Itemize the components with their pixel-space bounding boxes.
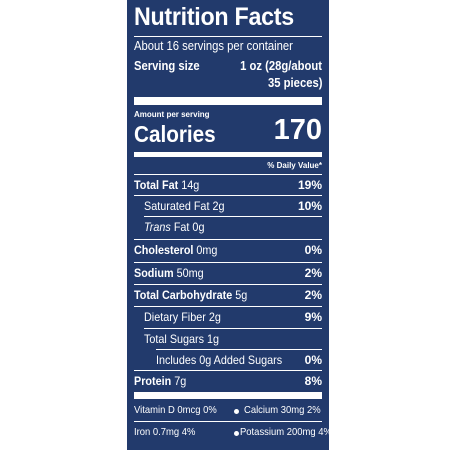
nutrient-name: Dietary Fiber [144,310,206,324]
thick-divider-top [134,97,322,105]
nutrient-row-cholesterol: Cholesterol 0mg 0% [134,241,322,259]
iron: Iron 0.7mg 4% [134,426,196,438]
nutrient-row-saturated-fat: Saturated Fat 2g 10% [134,197,322,215]
nutrient-row-total-carbohydrate: Total Carbohydrate 5g 2% [134,286,322,304]
nutrition-facts-title: Nutrition Facts [134,3,294,31]
row-divider [134,195,322,196]
servings-per-container: About 16 servings per container [134,39,293,53]
calcium: Calcium 30mg 2% [244,404,321,416]
daily-value-header: % Daily Value* [267,161,322,170]
serving-size-label: Serving size [134,59,200,73]
nutrient-dv: 0% [304,353,322,367]
nutrient-amount: 5g [235,288,248,302]
nutrient-amount: 0mg [196,243,218,257]
vitamin-d: Vitamin D 0mcg 0% [134,404,217,416]
row-divider [134,284,322,285]
nutrient-amount: 50mg [176,266,204,280]
nutrient-dv: 2% [304,288,322,302]
vitamin-divider [134,421,322,422]
thick-divider-bottom [134,392,322,399]
nutrient-name: Total Sugars [144,332,205,346]
row-divider [144,328,322,329]
nutrient-dv: 0% [304,243,322,257]
nutrient-amount: 1g [207,332,220,346]
nutrient-row-total-sugars: Total Sugars 1g [134,330,322,348]
row-divider [134,239,322,240]
nutrient-name: Trans [144,220,171,234]
nutrient-name: Total Carbohydrate [134,288,233,302]
calories-divider [134,152,322,157]
title-divider [134,36,322,37]
bullet-icon [234,431,239,436]
potassium: Potassium 200mg 4% [240,426,332,438]
nutrient-dv: 9% [304,310,322,324]
nutrient-amount: Fat 0g [173,220,205,234]
nutrient-row-sodium: Sodium 50mg 2% [134,264,322,282]
nutrient-row-dietary-fiber: Dietary Fiber 2g 9% [134,308,322,326]
nutrient-row-added-sugars: Includes 0g Added Sugars 0% [134,351,322,369]
nutrient-dv: 2% [304,266,322,280]
calories-value: 170 [273,114,322,146]
nutrient-name: Sodium [134,266,174,280]
calories-label: Calories [134,121,216,147]
nutrient-dv: 8% [304,374,322,388]
nutrient-name: Saturated Fat [144,199,210,213]
amount-per-serving: Amount per serving [134,110,210,119]
nutrient-amount: 2g [212,199,225,213]
serving-size-value-2: 35 pieces) [267,76,322,90]
nutrient-row-trans-fat: Trans Fat 0g [134,218,322,236]
row-divider [134,306,322,307]
dv-divider [134,174,322,175]
nutrient-name: Includes 0g Added Sugars [156,353,283,367]
nutrient-dv: 19% [297,178,322,192]
nutrient-row-total-fat: Total Fat 14g 19% [134,176,322,194]
row-divider [134,370,322,371]
nutrition-facts-content: Nutrition Facts About 16 servings per co… [134,0,332,450]
serving-size-value-1: 1 oz (28g/about [240,59,322,73]
nutrient-name: Protein [134,374,172,388]
nutrient-name: Cholesterol [134,243,194,257]
nutrient-row-protein: Protein 7g 8% [134,372,322,390]
nutrient-amount: 7g [174,374,187,388]
bullet-icon [234,409,239,414]
row-divider [134,262,322,263]
nutrient-dv: 10% [297,199,322,213]
nutrient-amount: 2g [208,310,221,324]
nutrient-amount: 14g [181,178,200,192]
row-divider [156,349,322,350]
nutrition-facts-panel: Nutrition Facts About 16 servings per co… [127,0,332,450]
nutrient-name: Total Fat [134,178,179,192]
row-divider [144,216,322,217]
